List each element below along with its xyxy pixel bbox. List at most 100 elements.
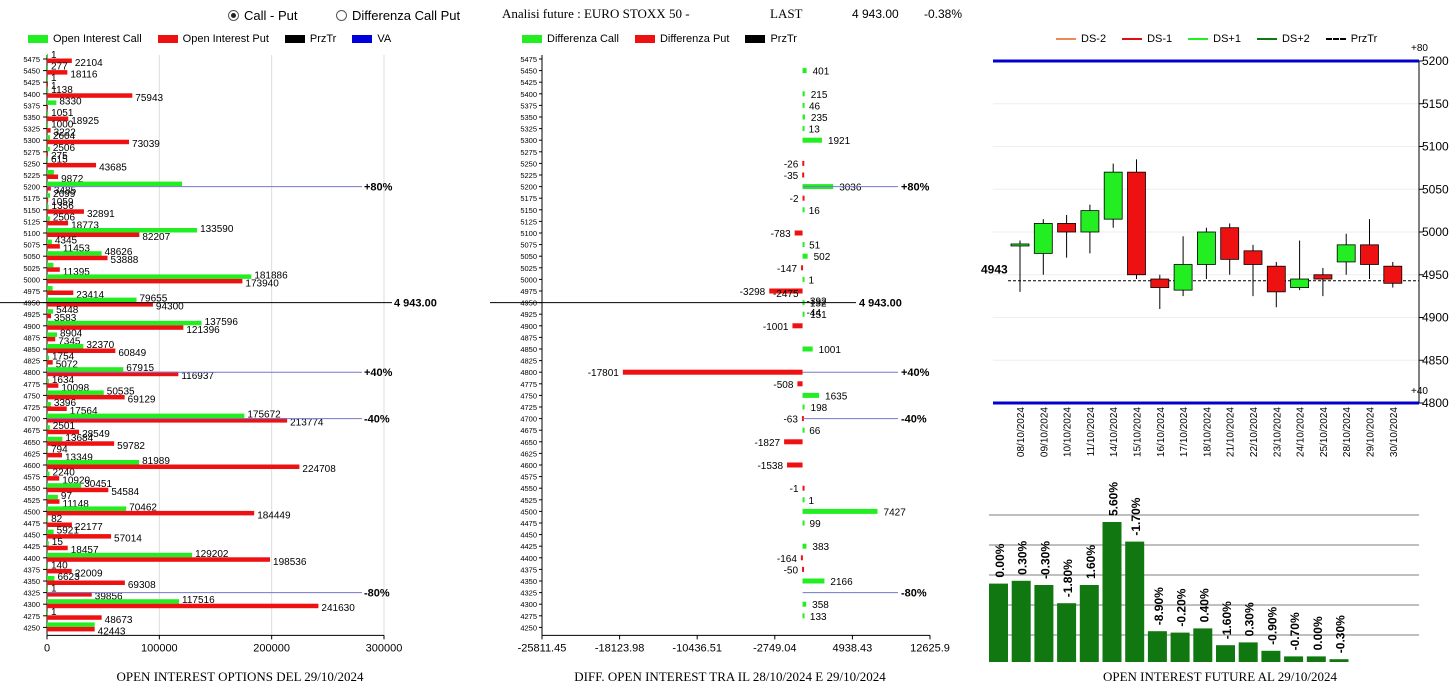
put-value-label: 184449 (257, 510, 291, 521)
diff-value-label: 46 (809, 101, 821, 112)
strike-label: 5350 (520, 113, 537, 122)
strike-label: 4850 (520, 345, 537, 354)
put-value-label: 60849 (118, 348, 146, 359)
put-value-label: 173940 (245, 278, 279, 289)
candle-body (1314, 275, 1332, 279)
y-tick-label: 4950 (1422, 268, 1449, 282)
put-value-label: 121396 (186, 325, 220, 336)
strike-label: 4500 (23, 507, 40, 516)
reference-label: -80% (364, 588, 390, 600)
reference-label: +40% (901, 367, 930, 379)
call-bar (47, 425, 50, 430)
call-bar (47, 622, 95, 627)
radio-differenza[interactable]: Differenza Call Put (336, 8, 460, 23)
candle-body (1174, 264, 1192, 290)
top-bar: Call - Put Differenza Call Put Analisi f… (0, 8, 1456, 28)
diff-call-bar (803, 579, 825, 584)
strike-label: 4575 (23, 473, 40, 482)
strike-label: 4825 (520, 357, 537, 366)
legend-item-diff-call: Differenza Call (522, 33, 619, 45)
future-oi-label: 0.00% (993, 543, 1007, 577)
strike-label: 5225 (23, 171, 40, 180)
y-tick-label: 4800 (1422, 396, 1449, 410)
future-oi-bar (1307, 656, 1326, 662)
call-value-label: 2604 (53, 131, 76, 142)
diff-put-bar (803, 486, 805, 491)
strike-label: 4650 (23, 438, 40, 447)
radio-call-put[interactable]: Call - Put (228, 8, 297, 23)
call-bar (47, 506, 126, 511)
strike-label: 4375 (23, 565, 40, 574)
legend-item-diff-put: Differenza Put (635, 33, 730, 45)
strike-label: 5150 (23, 206, 40, 215)
put-value-label: 22104 (75, 58, 103, 69)
candle-body (1361, 245, 1379, 265)
reference-label: +80% (901, 182, 930, 194)
diff-value-label: 215 (811, 90, 828, 101)
call-value-label: 13684 (65, 433, 93, 444)
last-price-label: 4943 (981, 263, 1008, 277)
call-bar (47, 240, 52, 245)
diff-put-bar (802, 161, 804, 166)
radio-selected-icon (228, 10, 239, 21)
strike-label: 4300 (23, 600, 40, 609)
last-value: 4 943.00 (852, 7, 899, 21)
strike-label: 4675 (23, 426, 40, 435)
diff-value-label: 502 (814, 252, 831, 263)
call-value-label: 140 (51, 560, 68, 571)
future-oi-label: 0.30% (1243, 602, 1257, 636)
put-value-label: 22177 (75, 522, 103, 533)
put-bar (47, 267, 60, 272)
diff-put-bar (801, 555, 803, 560)
future-oi-label: 0.00% (1311, 616, 1325, 650)
call-bar (47, 228, 197, 233)
strike-label: 4900 (520, 322, 537, 331)
call-value-label: 30451 (84, 479, 112, 490)
strike-label: 5150 (520, 206, 537, 215)
put-value-label: 48673 (105, 615, 133, 626)
call-bar (47, 251, 102, 256)
strike-label: 5250 (520, 159, 537, 168)
diff-value-label: 198 (811, 403, 828, 414)
strike-label: 5400 (520, 90, 537, 99)
diff-value-label: 401 (813, 67, 830, 78)
call-value-label: 8330 (59, 96, 82, 107)
put-bar (47, 291, 73, 296)
strike-label: 4700 (23, 415, 40, 424)
x-tick-label: 12625.9 (910, 642, 950, 654)
call-bar (47, 135, 50, 140)
y-tick-label: 5100 (1422, 140, 1449, 154)
strike-label: 4550 (23, 484, 40, 493)
x-tick-label: -18123.98 (595, 642, 645, 654)
y-tick-label: 5150 (1422, 97, 1449, 111)
call-value-label: 81989 (142, 456, 170, 467)
strike-label: 5250 (23, 159, 40, 168)
candlestick-chart: +80+404800485049004950500050505100515052… (975, 40, 1456, 480)
diff-call-bar (803, 138, 822, 143)
call-bar (47, 414, 244, 419)
strike-label: 4775 (520, 380, 537, 389)
call-value-label: 117516 (182, 595, 215, 606)
future-oi-bar (1057, 603, 1076, 662)
strike-label: 4350 (520, 577, 537, 586)
future-oi-chart: 0.00% 0.30% -0.30% -1.80% 1.60%5.60% -1.70%-8… (975, 480, 1456, 670)
strike-label: 4350 (23, 577, 40, 586)
strike-label: 5450 (520, 67, 537, 76)
date-label: 30/10/2024 (1389, 407, 1400, 457)
diff-value-label: 1001 (819, 345, 842, 356)
call-bar (47, 356, 49, 361)
call-value-label: 129202 (195, 549, 229, 560)
strike-label: 5350 (23, 113, 40, 122)
strike-label: 4775 (23, 380, 40, 389)
date-label: 09/10/2024 (1039, 407, 1050, 457)
future-oi-bar (1216, 645, 1235, 662)
future-oi-label: -0.90% (1265, 606, 1279, 644)
diff-call-bar (803, 347, 813, 352)
put-value-label: 54584 (111, 487, 139, 498)
strike-label: 4525 (520, 496, 537, 505)
diff-value-label: 16 (809, 206, 821, 217)
candle-body (1081, 211, 1099, 232)
strike-label: 4725 (520, 403, 537, 412)
date-label: 23/10/2024 (1272, 407, 1283, 457)
strike-label: 4725 (23, 403, 40, 412)
